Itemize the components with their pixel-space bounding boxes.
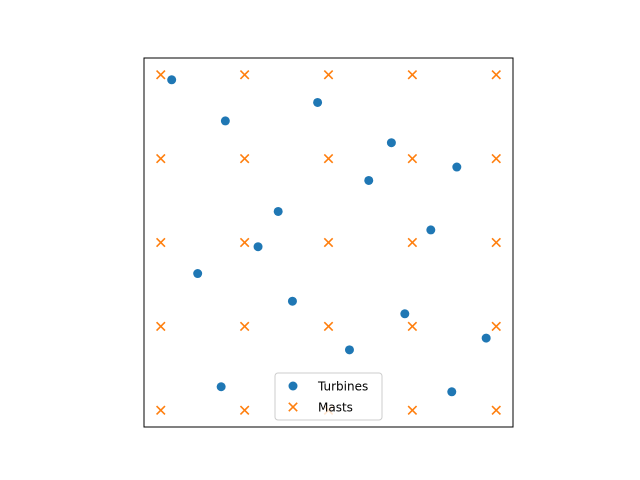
turbine-point-10 xyxy=(288,297,297,306)
turbine-point-2 xyxy=(313,98,322,107)
turbine-point-9 xyxy=(193,269,202,278)
turbine-point-1 xyxy=(221,116,230,125)
turbine-point-11 xyxy=(400,309,409,318)
turbine-point-12 xyxy=(482,334,491,343)
turbine-point-5 xyxy=(364,176,373,185)
legend-turbines-marker xyxy=(289,382,298,391)
legend: Turbines Masts xyxy=(275,373,382,420)
turbine-point-15 xyxy=(447,387,456,396)
legend-masts-label: Masts xyxy=(318,401,353,415)
turbine-point-6 xyxy=(274,207,283,216)
turbine-point-14 xyxy=(217,382,226,391)
turbine-point-13 xyxy=(345,345,354,354)
turbine-point-0 xyxy=(167,75,176,84)
turbine-point-4 xyxy=(452,163,461,172)
turbine-point-7 xyxy=(426,225,435,234)
turbine-point-3 xyxy=(387,138,396,147)
legend-turbines-label: Turbines xyxy=(317,380,368,394)
turbine-point-8 xyxy=(254,242,263,251)
